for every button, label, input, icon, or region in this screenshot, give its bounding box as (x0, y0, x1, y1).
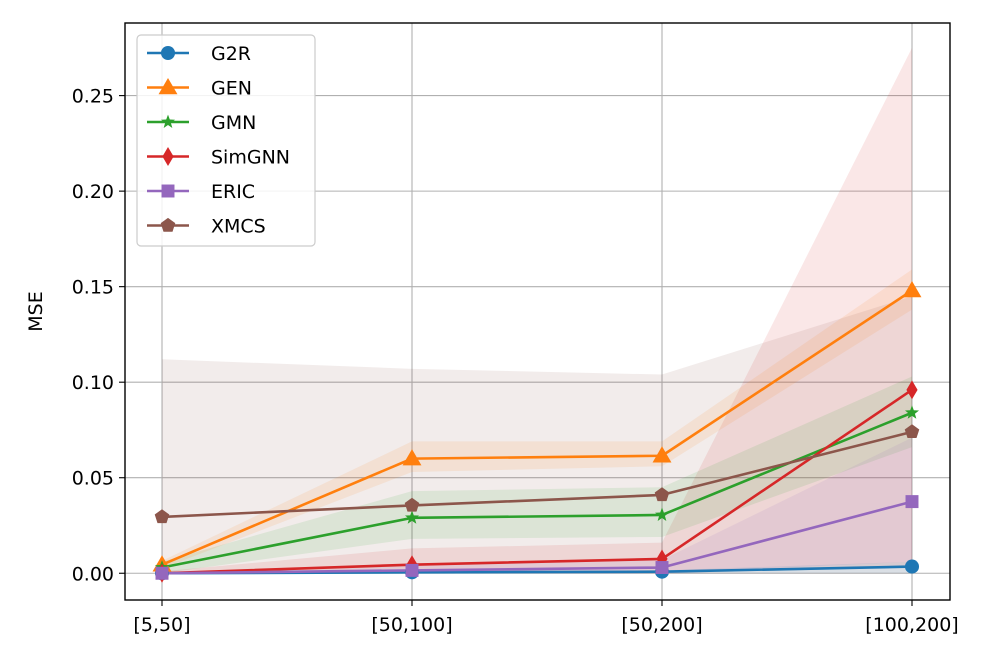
point-gmn (904, 405, 920, 419)
legend-marker-g2r (160, 45, 176, 61)
y-tick-label: 0.25 (72, 86, 114, 108)
line-eric (161, 500, 913, 575)
point-xmcs (904, 424, 920, 439)
point-simgnn (656, 549, 668, 569)
point-simgnn (906, 380, 918, 400)
y-tick-label: 0.00 (72, 563, 114, 585)
point-g2r (904, 559, 920, 574)
point-eric (155, 566, 169, 580)
y-tick-label: 0.20 (72, 181, 114, 203)
x-tick-label: [50,100] (371, 614, 452, 636)
legend-marker-gen (158, 78, 178, 95)
legend-label-eric: ERIC (211, 181, 255, 203)
band-gen (162, 269, 912, 569)
point-xmcs (654, 487, 670, 502)
y-axis-label: MSE (25, 291, 47, 331)
legend-label-gmn: GMN (211, 112, 256, 134)
plot-frame (124, 22, 951, 601)
y-tick-label: 0.05 (72, 468, 114, 490)
legend-marker-gmn (160, 114, 176, 128)
legend-label-xmcs: XMCS (211, 216, 266, 238)
line-xmcs (161, 430, 913, 519)
legend-marker-simgnn (162, 147, 174, 166)
point-gen (652, 446, 672, 463)
legend-label-gen: GEN (211, 78, 252, 100)
x-tick-label: [50,200] (621, 614, 702, 636)
point-gen (902, 281, 922, 298)
series-lines (161, 289, 913, 575)
point-eric (655, 561, 669, 574)
point-gmn (404, 510, 420, 524)
band-simgnn (162, 47, 912, 574)
line-simgnn (161, 388, 913, 575)
y-tick-label: 0.15 (72, 277, 114, 299)
x-tick-label: [100,200] (865, 614, 958, 636)
band-eric (162, 437, 912, 574)
band-xmcs (162, 296, 912, 574)
x-tick-label: [5,50] (133, 614, 190, 636)
legend-marker-xmcs (160, 217, 176, 232)
axes: [5,50] [50,100] [50,200] [100,200] 0.00 0.05 0… (72, 86, 959, 636)
legend-box (136, 34, 316, 247)
point-gen (402, 449, 422, 466)
series-markers (152, 281, 922, 583)
point-xmcs (404, 497, 420, 512)
point-eric (405, 563, 419, 577)
legend-label-g2r: G2R (211, 43, 251, 65)
point-eric (905, 495, 919, 509)
point-xmcs (154, 509, 170, 524)
legend-label-simgnn: SimGNN (211, 147, 290, 169)
band-gmn (162, 376, 912, 574)
legend: G2R GEN GMN SimGNN ERIC XMCS (136, 34, 316, 247)
legend-marker-eric (161, 184, 175, 198)
point-gmn (654, 507, 670, 521)
y-tick-label: 0.10 (72, 372, 114, 394)
